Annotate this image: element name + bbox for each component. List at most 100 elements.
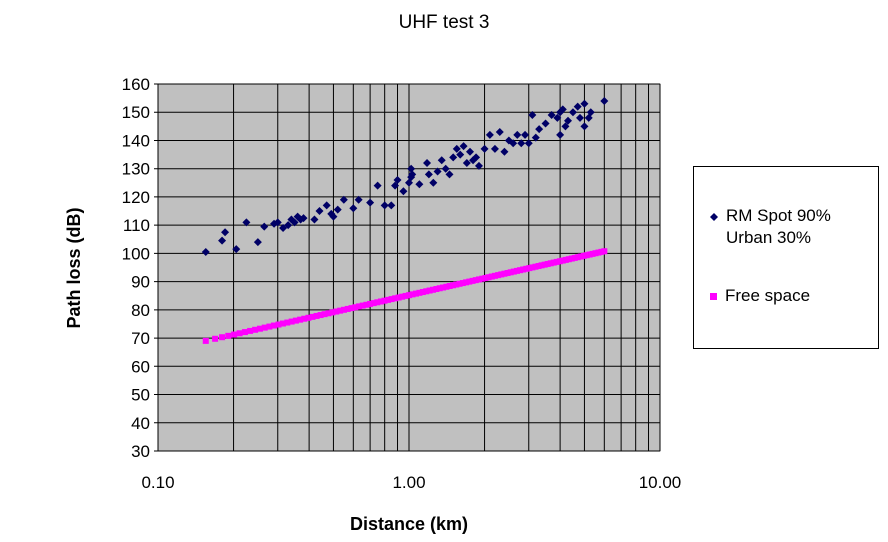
free-space-point (340, 306, 347, 313)
rm-spot-point (242, 218, 251, 227)
free-space-point (601, 248, 608, 255)
rm-spot-point (568, 108, 577, 117)
free-space-point (301, 315, 308, 322)
rm-spot-point (547, 111, 556, 120)
legend: RM Spot 90% Urban 30% Free space (693, 166, 879, 349)
free-space-point (538, 262, 545, 269)
rm-spot-point (441, 164, 450, 173)
y-tick-label: 60 (131, 357, 150, 376)
free-space-point (443, 283, 450, 290)
free-space-point (392, 295, 399, 302)
rm-spot-point (366, 198, 375, 207)
rm-spot-point (573, 102, 582, 111)
free-space-point (377, 298, 384, 305)
y-tick-label: 70 (131, 329, 150, 348)
rm-spot-point (541, 119, 550, 128)
rm-spot-point (273, 218, 282, 227)
rm-spot-point (315, 207, 324, 216)
rm-spot-point (480, 144, 489, 153)
x-tick-label: 0.10 (141, 473, 174, 492)
rm-spot-point (433, 167, 442, 176)
free-space-point (212, 335, 219, 342)
rm-spot-point (445, 170, 454, 179)
y-tick-label: 130 (122, 160, 150, 179)
free-space-point (547, 260, 554, 267)
free-space-point (501, 270, 508, 277)
legend-item-rm-spot: RM Spot 90% Urban 30% (710, 205, 831, 249)
free-space-point (469, 277, 476, 284)
rm-spot-point (429, 178, 438, 187)
free-space-point (367, 300, 374, 307)
rm-spot-point (290, 218, 299, 227)
rm-spot-point (531, 133, 540, 142)
free-space-point (348, 305, 355, 312)
free-space-point (236, 330, 243, 337)
rm-spot-point (373, 181, 382, 190)
free-space-point (399, 293, 406, 300)
free-space-point (363, 301, 370, 308)
y-tick-label: 120 (122, 188, 150, 207)
rm-spot-point (513, 130, 522, 139)
free-space-point (559, 257, 566, 264)
rm-spot-point (500, 147, 509, 156)
free-space-point (381, 297, 388, 304)
rm-spot-point (380, 201, 389, 210)
y-tick-label: 30 (131, 442, 150, 461)
rm-spot-point (354, 195, 363, 204)
rm-spot-point (509, 139, 518, 148)
rm-spot-point (517, 139, 526, 148)
rm-spot-point (556, 130, 565, 139)
rm-spot-point (393, 175, 402, 184)
free-space-point (541, 261, 548, 268)
free-space-point (479, 275, 486, 282)
rm-spot-point (232, 245, 241, 254)
free-space-point (526, 265, 533, 272)
free-space-point (241, 329, 248, 336)
free-space-point (359, 302, 366, 309)
free-space-point (370, 300, 377, 307)
free-space-point (453, 281, 460, 288)
free-space-point (517, 267, 524, 274)
x-axis-label: Distance (km) (350, 514, 468, 534)
rm-spot-point (466, 147, 475, 156)
rm-spot-point (423, 159, 432, 168)
free-space-point (292, 317, 299, 324)
legend-label-line1: RM Spot 90% (726, 206, 831, 225)
free-space-point (495, 272, 502, 279)
free-space-point (288, 318, 295, 325)
free-space-point (510, 268, 517, 275)
free-space-point (356, 303, 363, 310)
rm-spot-point (580, 122, 589, 131)
rm-spot-point (329, 212, 338, 221)
free-space-point (482, 274, 489, 281)
rm-spot-point (462, 159, 471, 168)
free-space-point (419, 289, 426, 296)
free-space-point (426, 287, 433, 294)
free-space-point (498, 271, 505, 278)
free-space-point (446, 283, 453, 290)
free-space-point (440, 284, 447, 291)
rm-spot-point (472, 153, 481, 162)
rm-spot-point (391, 181, 400, 190)
free-space-point (247, 327, 254, 334)
free-space-point (476, 276, 483, 283)
free-space-point (374, 299, 381, 306)
y-tick-label: 80 (131, 301, 150, 320)
free-space-point (459, 280, 466, 287)
rm-spot-point (333, 205, 342, 214)
free-space-point (504, 269, 511, 276)
y-tick-label: 160 (122, 75, 150, 94)
free-space-point (284, 319, 291, 326)
rm-spot-point (586, 108, 595, 117)
free-space-point (488, 273, 495, 280)
square-marker-icon (710, 293, 717, 301)
rm-spot-point (387, 201, 396, 210)
rm-spot-point (424, 170, 433, 179)
rm-spot-point (561, 122, 570, 131)
free-space-point (395, 294, 402, 301)
y-tick-label: 150 (122, 103, 150, 122)
rm-spot-point (524, 139, 533, 148)
free-space-point (333, 308, 340, 315)
